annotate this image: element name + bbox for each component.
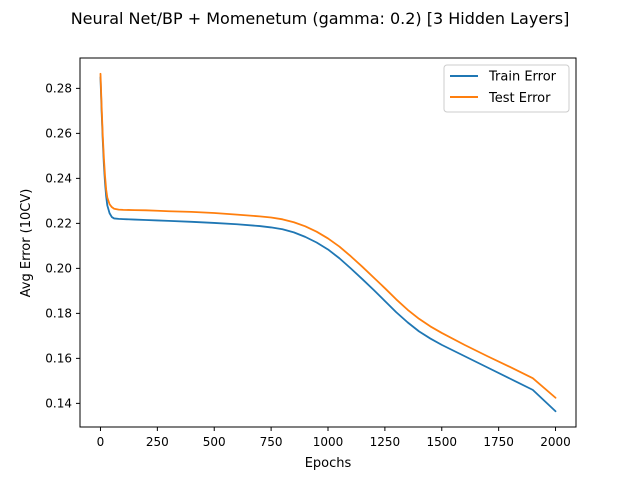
x-axis-label: Epochs (305, 456, 352, 471)
x-tick-label: 250 (146, 435, 169, 449)
legend: Train Error Test Error (443, 64, 570, 113)
y-tick-label: 0.14 (45, 396, 72, 410)
x-tick-label: 1000 (313, 435, 344, 449)
y-tick-label: 0.24 (45, 171, 72, 185)
y-axis-ticks: 0.14 0.16 0.18 0.20 0.22 0.24 0.26 0.28 (45, 81, 80, 410)
x-tick-label: 0 (97, 435, 105, 449)
y-tick-label: 0.28 (45, 81, 72, 95)
series-line-train-error (99, 76, 557, 413)
legend-label-test-error: Test Error (488, 91, 551, 106)
series-line-test-error (99, 72, 557, 399)
y-tick-label: 0.16 (45, 351, 72, 365)
y-axis-label: Avg Error (10CV) (19, 189, 34, 298)
y-tick-label: 0.26 (45, 126, 72, 140)
series-lines (99, 72, 557, 413)
legend-label-train-error: Train Error (488, 70, 557, 85)
x-tick-label: 500 (203, 435, 226, 449)
x-tick-label: 1500 (426, 435, 457, 449)
chart-title: Neural Net/BP + Momenetum (gamma: 0.2) [… (71, 9, 570, 28)
x-tick-label: 1750 (483, 435, 514, 449)
y-tick-label: 0.22 (45, 216, 72, 230)
x-tick-label: 750 (260, 435, 283, 449)
x-tick-label: 2000 (540, 435, 571, 449)
x-axis-ticks: 0 250 500 750 1000 1250 1500 1750 2000 (97, 427, 571, 449)
x-tick-label: 1250 (370, 435, 401, 449)
y-tick-label: 0.20 (45, 261, 72, 275)
plot-area-frame (79, 57, 577, 428)
y-tick-label: 0.18 (45, 306, 72, 320)
